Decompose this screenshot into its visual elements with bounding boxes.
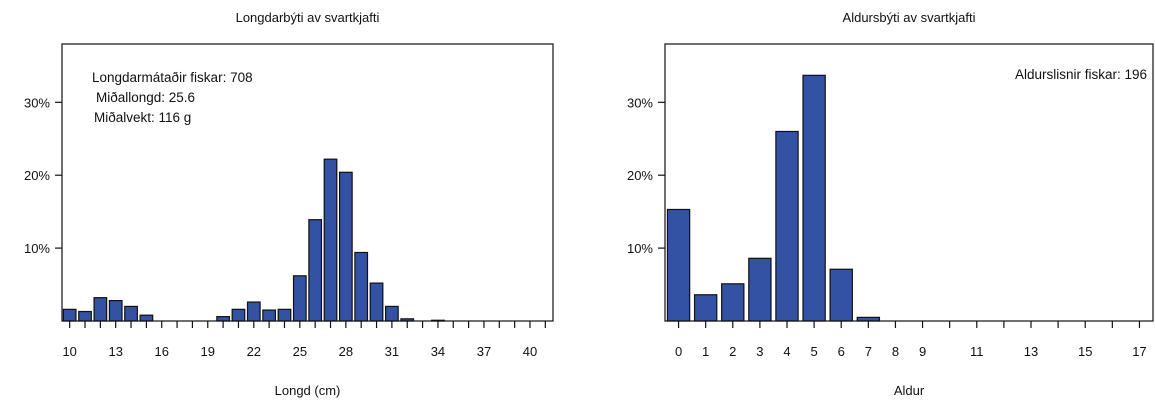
x-tick-label: 17 <box>1132 344 1146 359</box>
plot-frame <box>664 43 1154 322</box>
x-axis-label: Aldur <box>894 383 925 398</box>
x-axis-label: Longd (cm) <box>275 383 341 398</box>
y-tick-label: 30% <box>627 95 653 110</box>
bar <box>124 305 138 322</box>
x-tick-label: 9 <box>919 344 926 359</box>
x-tick-label: 2 <box>729 344 736 359</box>
x-tick-label: 4 <box>783 344 790 359</box>
x-tick-label: 34 <box>431 344 445 359</box>
annotation: Miðalvekt: 116 g <box>94 110 191 125</box>
x-tick-label: 31 <box>385 344 399 359</box>
x-tick-label: 40 <box>523 344 537 359</box>
bar <box>139 314 154 322</box>
x-tick-label: 22 <box>247 344 261 359</box>
x-tick-label: 15 <box>1078 344 1092 359</box>
y-tick-label: 10% <box>24 241 50 256</box>
chart-title: Longdarbýti av svartkjafti <box>236 10 380 25</box>
bar <box>775 130 799 322</box>
bar <box>721 283 745 322</box>
y-tick-label: 10% <box>627 241 653 256</box>
bar <box>338 171 353 322</box>
x-tick-label: 16 <box>155 344 169 359</box>
bar <box>62 308 77 322</box>
x-tick-label: 5 <box>810 344 817 359</box>
x-tick-label: 1 <box>702 344 709 359</box>
bar <box>369 282 384 322</box>
chart-panel-1: Longdarbýti av svartkjafti 10 13 16 19 22 25 28… <box>24 10 554 398</box>
x-tick-label: 13 <box>1024 344 1038 359</box>
x-tick-label: 37 <box>477 344 491 359</box>
bar <box>262 309 277 322</box>
x-tick-label: 28 <box>339 344 353 359</box>
x-tick-label: 0 <box>675 344 682 359</box>
x-tick-label: 11 <box>970 344 984 359</box>
bar <box>323 158 338 322</box>
annotation: Miðallongd: 25.6 <box>96 90 195 105</box>
bar <box>231 308 246 322</box>
bar <box>108 299 123 322</box>
bar <box>385 305 399 322</box>
y-tick-label: 30% <box>24 95 50 110</box>
x-tick-label: 3 <box>756 344 763 359</box>
bar <box>693 294 718 322</box>
y-tick-label: 20% <box>627 168 653 183</box>
annotation: Aldurslisnir fiskar: 196 <box>1015 67 1147 82</box>
x-tick-label: 13 <box>108 344 122 359</box>
plot-frame <box>61 43 554 322</box>
bar <box>78 310 92 322</box>
bar <box>246 301 261 322</box>
x-tick-label: 8 <box>892 344 899 359</box>
x-tick-label: 7 <box>865 344 872 359</box>
x-tick-label: 10 <box>62 344 76 359</box>
bar <box>829 268 853 322</box>
x-tick-label: 6 <box>838 344 845 359</box>
chart-title: Aldursbýti av svartkjafti <box>843 10 976 25</box>
bar <box>802 74 826 322</box>
bar <box>308 219 323 322</box>
annotation: Longdarmátaðir fiskar: 708 <box>92 70 253 85</box>
bar <box>93 297 108 322</box>
bar <box>354 251 369 322</box>
bar <box>748 257 772 322</box>
chart-panel-2: Aldursbýti av svartkjafti 0 1 2 3 4 5 6 7 8 9 11 13 1… <box>627 10 1154 398</box>
bar <box>666 208 691 322</box>
bar <box>216 316 231 322</box>
x-tick-label: 25 <box>293 344 307 359</box>
y-tick-label: 20% <box>24 168 50 183</box>
x-tick-label: 19 <box>201 344 215 359</box>
bar <box>277 308 292 322</box>
bar <box>292 275 307 322</box>
